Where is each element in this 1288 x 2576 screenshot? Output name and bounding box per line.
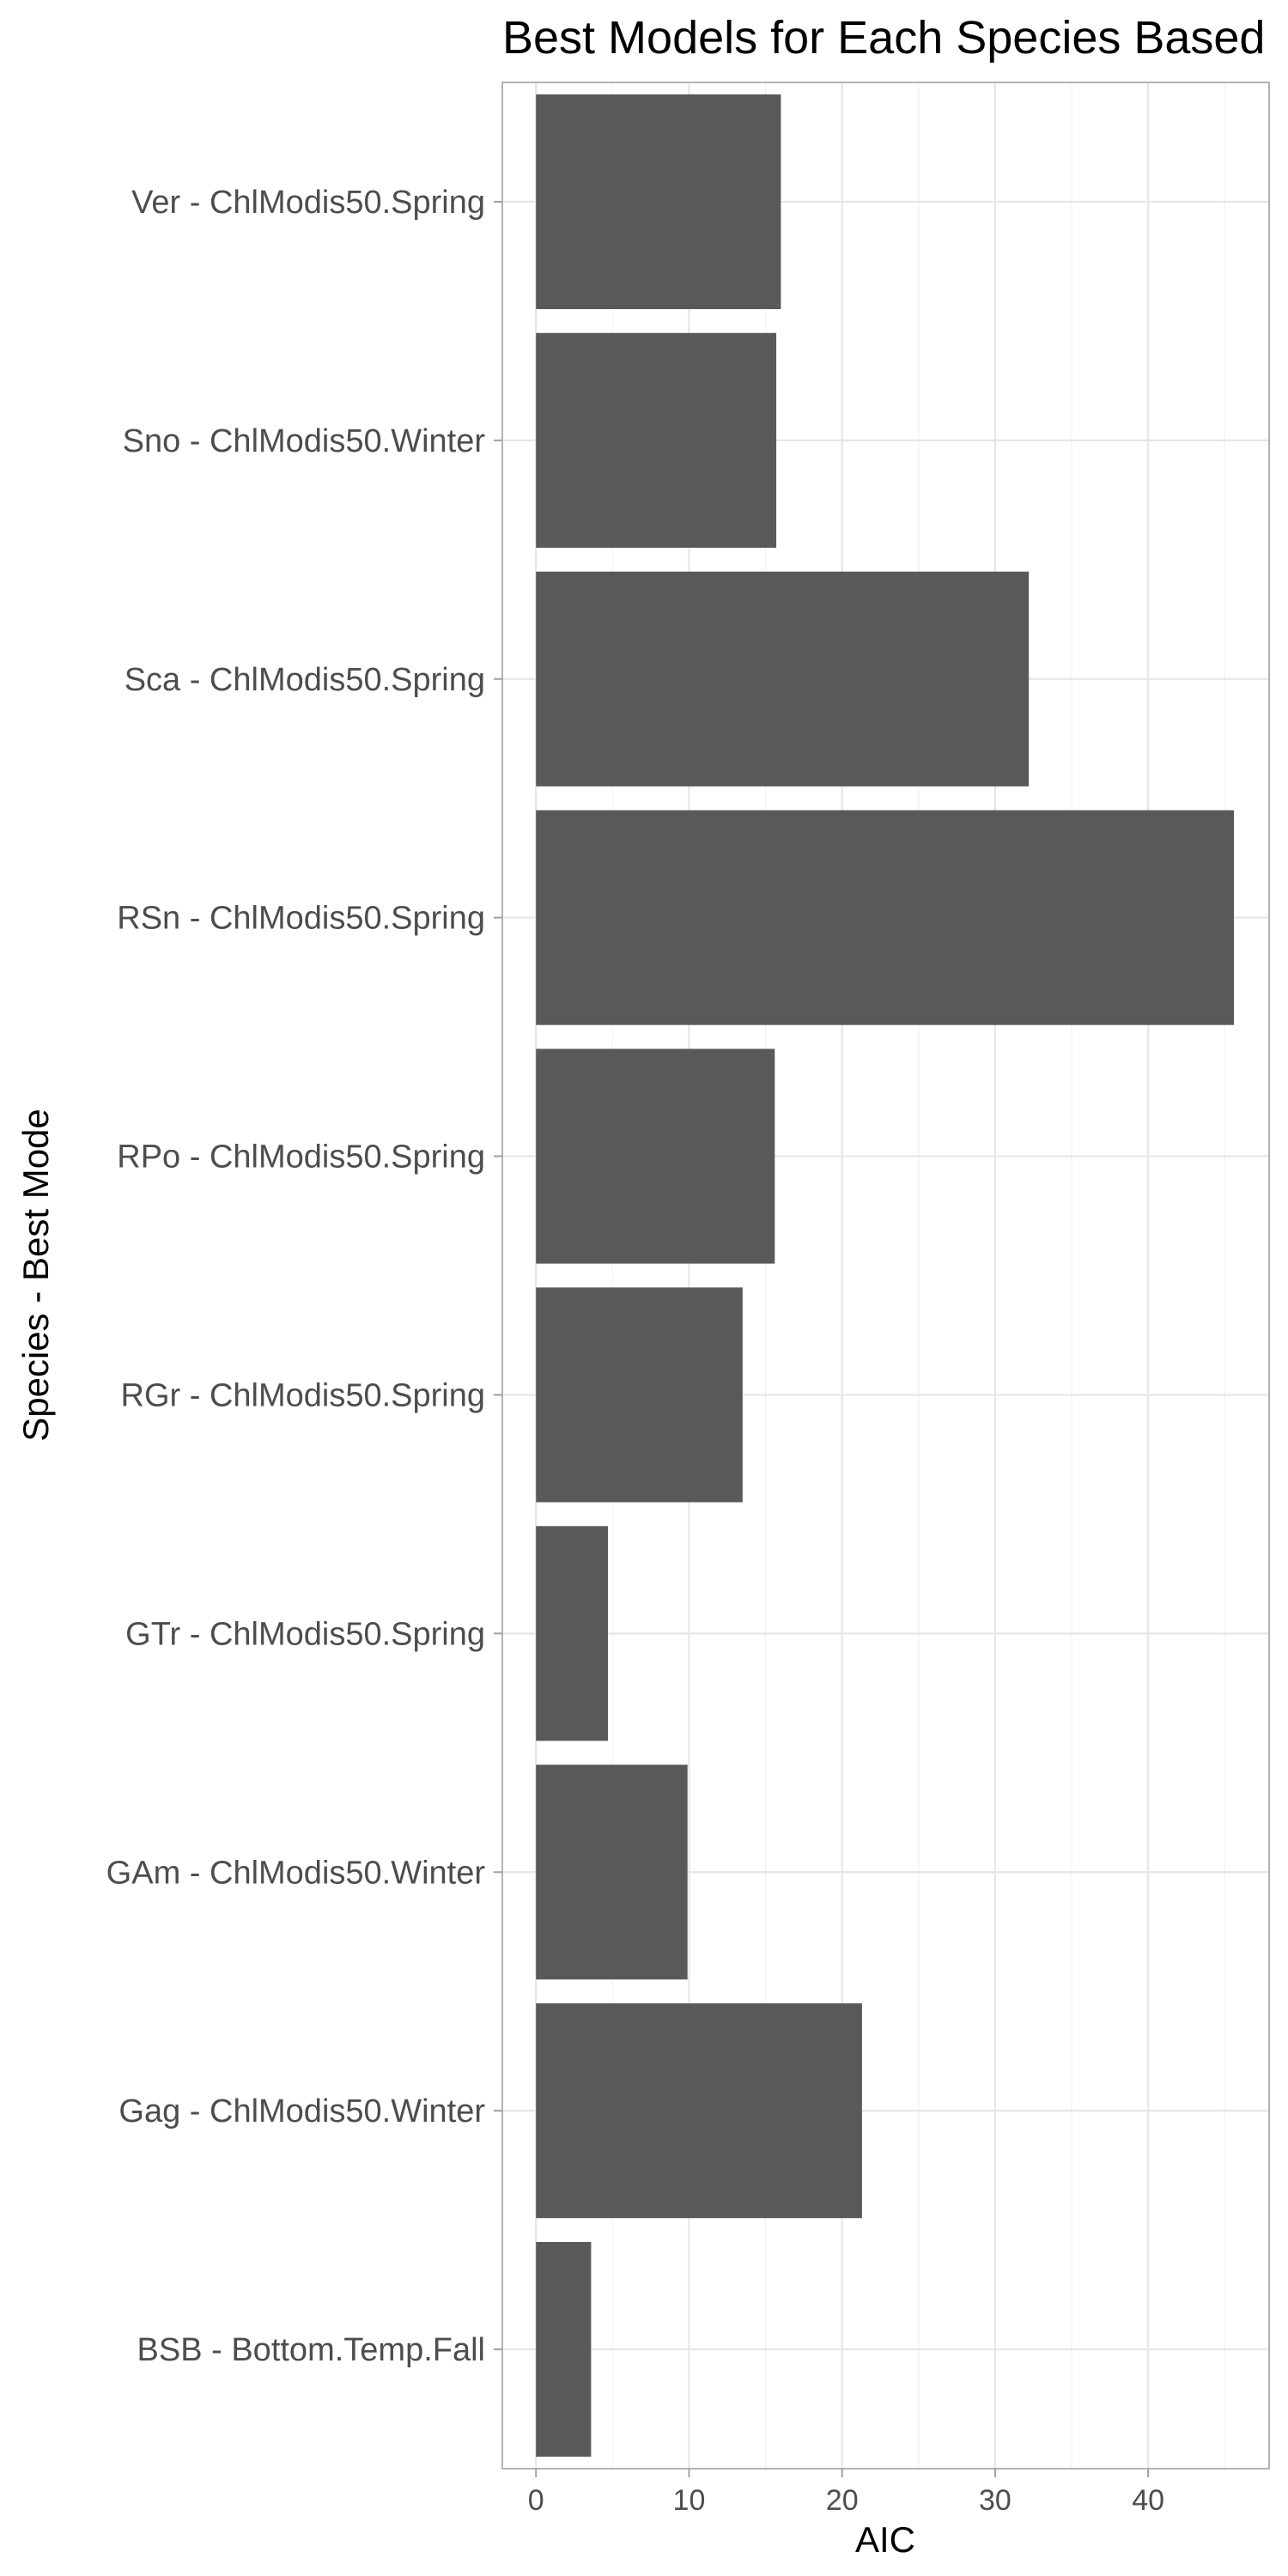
bar [536,2003,862,2219]
bar [536,94,781,310]
y-tick-label: RGr - ChlModis50.Spring [121,1377,485,1413]
y-axis-title: Species - Best Mode [15,1109,56,1442]
y-tick-label: Sca - ChlModis50.Spring [125,662,485,698]
bar [536,810,1235,1025]
x-tick-label: 10 [673,2484,706,2517]
y-tick-label: Sno - ChlModis50.Winter [123,423,486,459]
y-tick-label: RSn - ChlModis50.Spring [117,901,485,937]
chart-title: Best Models for Each Species Based [502,12,1265,64]
y-tick-label: Gag - ChlModis50.Winter [118,2093,485,2129]
bar [536,571,1030,787]
bars [536,94,1235,2458]
y-tick-label: GAm - ChlModis50.Winter [106,1855,486,1891]
y-tick-label: RPo - ChlModis50.Spring [117,1139,485,1176]
plot-panel-border [501,82,1270,2470]
y-axis-ticks: Ver - ChlModis50.Spring Sno - ChlModis50.… [106,185,502,2368]
bar [536,1765,688,1980]
grid-lines [502,82,1269,2469]
bar [536,1048,775,1264]
bar [536,1526,608,1741]
y-tick-label: BSB - Bottom.Temp.Fall [137,2332,485,2368]
bar [536,1287,743,1503]
x-tick-label: 30 [979,2484,1012,2517]
x-axis-title: AIC [855,2519,915,2560]
x-tick-label: 20 [826,2484,859,2517]
bar [536,332,777,548]
bar [536,2241,592,2458]
x-axis-ticks: 0 10 20 30 40 [528,2469,1164,2517]
y-tick-label: GTr - ChlModis50.Spring [125,1616,485,1652]
x-tick-label: 0 [528,2484,544,2517]
x-tick-label: 40 [1132,2484,1164,2517]
y-tick-label: Ver - ChlModis50.Spring [131,185,485,221]
